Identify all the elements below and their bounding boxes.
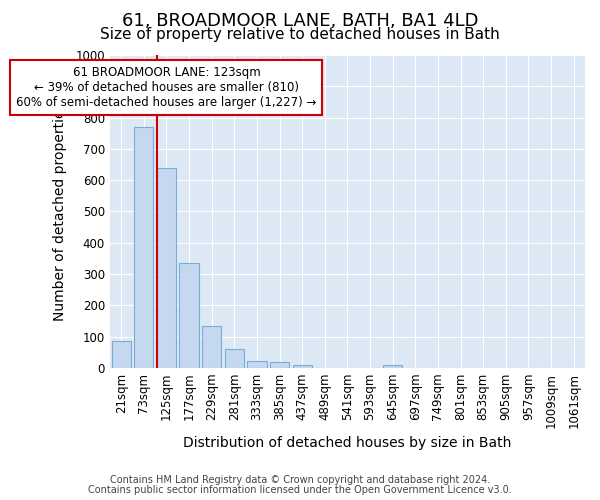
X-axis label: Distribution of detached houses by size in Bath: Distribution of detached houses by size …: [183, 436, 512, 450]
Y-axis label: Number of detached properties: Number of detached properties: [53, 102, 67, 320]
Bar: [383, 366, 402, 368]
Text: Size of property relative to detached houses in Bath: Size of property relative to detached ho…: [100, 28, 500, 42]
Bar: [112, 341, 131, 368]
Bar: [224, 349, 244, 368]
Bar: [202, 326, 221, 368]
Bar: [134, 127, 154, 368]
Bar: [270, 362, 289, 368]
Bar: [293, 364, 312, 368]
Text: Contains public sector information licensed under the Open Government Licence v3: Contains public sector information licen…: [88, 485, 512, 495]
Text: Contains HM Land Registry data © Crown copyright and database right 2024.: Contains HM Land Registry data © Crown c…: [110, 475, 490, 485]
Text: 61 BROADMOOR LANE: 123sqm
← 39% of detached houses are smaller (810)
60% of semi: 61 BROADMOOR LANE: 123sqm ← 39% of detac…: [16, 66, 317, 109]
Bar: [157, 168, 176, 368]
Bar: [247, 361, 266, 368]
Text: 61, BROADMOOR LANE, BATH, BA1 4LD: 61, BROADMOOR LANE, BATH, BA1 4LD: [122, 12, 478, 30]
Bar: [179, 263, 199, 368]
